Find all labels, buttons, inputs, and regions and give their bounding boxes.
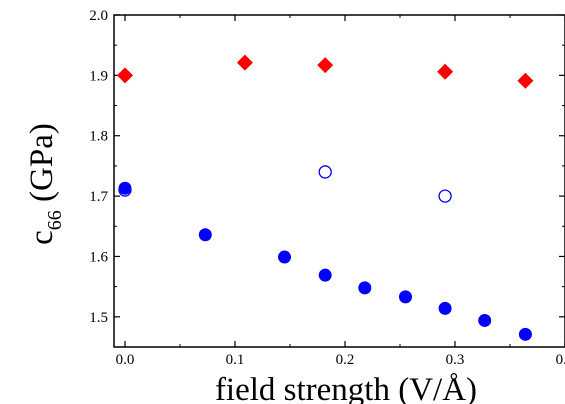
x-tick-label: 0.2 <box>336 352 355 368</box>
y-tick-label: 2.0 <box>89 8 108 24</box>
y-axis-title-subscript: 66 <box>44 210 66 230</box>
filled-circle-point <box>478 313 492 327</box>
y-axis-title-rest: (GPa) <box>24 123 60 210</box>
y-tick-label: 1.9 <box>89 68 108 84</box>
plot-frame <box>113 14 565 348</box>
filled-circle-point <box>399 290 412 304</box>
y-tick-label: 1.6 <box>89 249 108 265</box>
data-marks <box>117 54 534 341</box>
open-circle-point <box>438 189 452 203</box>
filled-circle-point <box>438 301 452 315</box>
axis-ticks: 0.0 0.1 0.2 0.3 0.4 1.5 1.6 1.7 1.8 1.9 2.0 <box>89 8 565 368</box>
filled-circle-point <box>358 281 372 295</box>
filled-circle-point <box>278 250 291 264</box>
filled-circle-point <box>318 268 332 282</box>
y-axis-title-base: c <box>24 230 60 245</box>
diamond-point <box>437 63 454 80</box>
filled-circle-point <box>198 228 212 242</box>
x-tick-label: 0.3 <box>446 352 465 368</box>
diamond-point <box>236 54 253 71</box>
y-tick-label: 1.7 <box>89 189 108 205</box>
y-tick-label: 1.5 <box>89 310 108 326</box>
x-tick-label: 0.1 <box>226 352 245 368</box>
diamond-point <box>317 57 334 74</box>
y-tick-label: 1.8 <box>89 129 108 145</box>
x-tick-label: 0.4 <box>556 352 565 368</box>
diamond-point <box>517 72 534 89</box>
filled-circle-point <box>518 327 532 341</box>
filled-circle-point <box>118 181 132 195</box>
y-axis-title: c66 (GPa) <box>24 123 66 245</box>
x-tick-label: 0.0 <box>116 352 135 368</box>
diamond-point <box>117 67 133 84</box>
x-axis-title: field strength (V/Å) <box>215 371 477 404</box>
open-circle-point <box>318 165 332 179</box>
